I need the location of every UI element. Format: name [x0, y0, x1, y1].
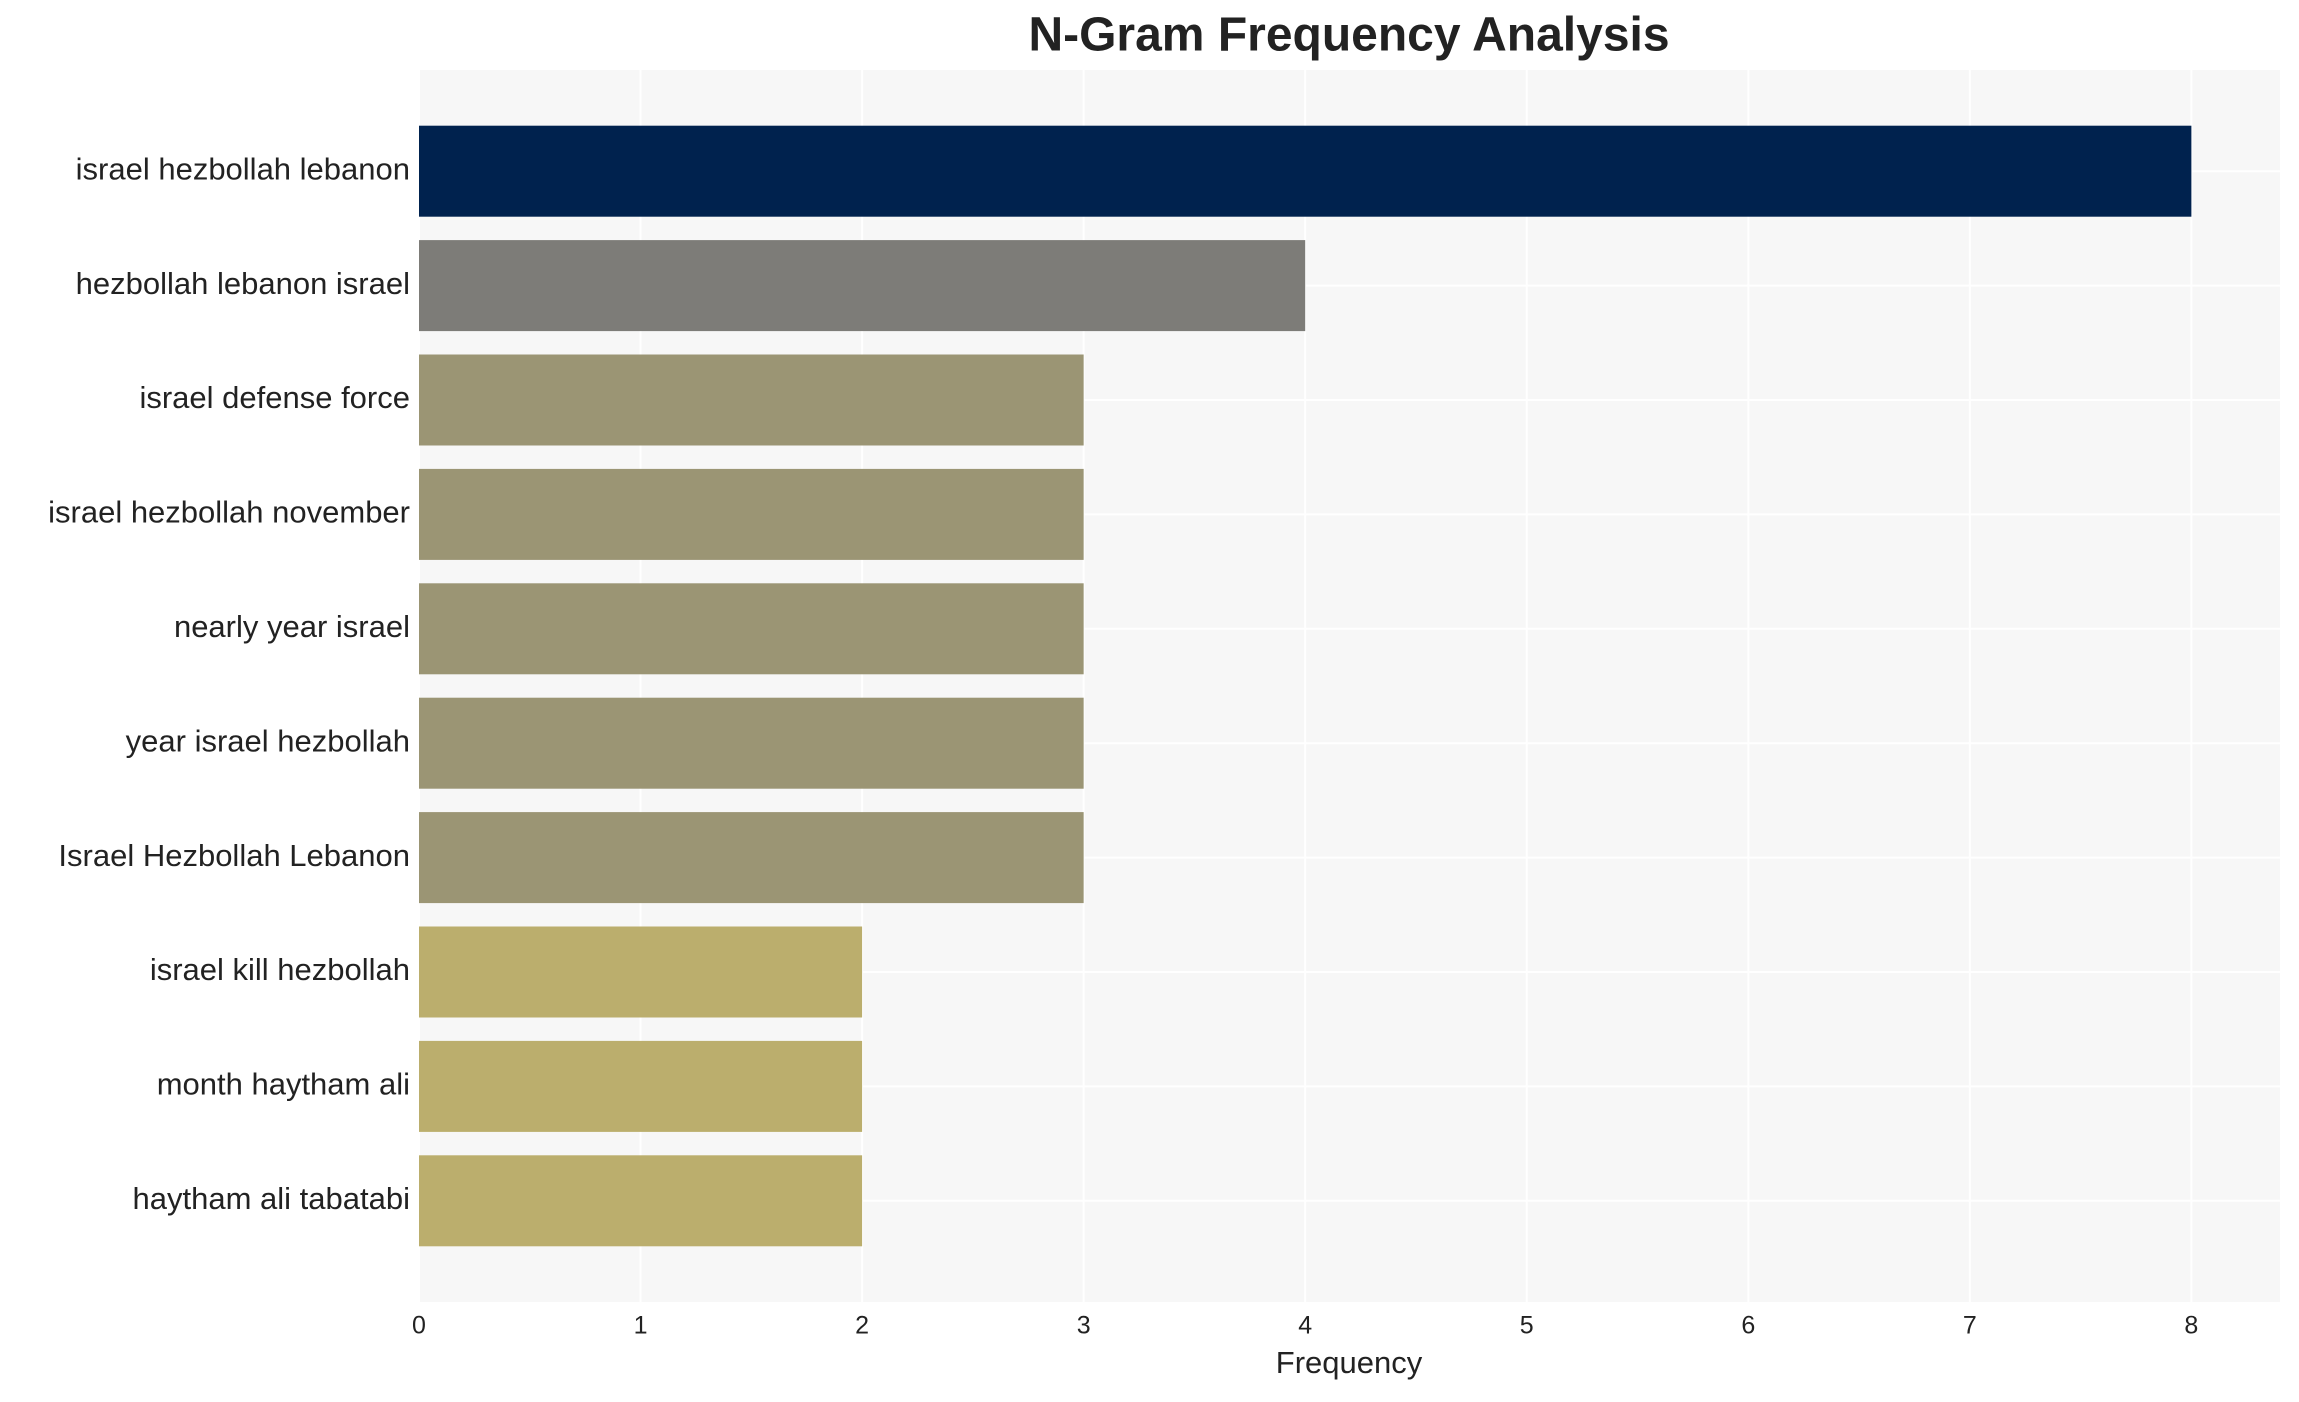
bar — [419, 468, 1084, 560]
bar — [419, 1040, 863, 1132]
bar — [419, 812, 1084, 904]
y-tick-label: israel kill hezbollah — [150, 952, 410, 987]
x-tick-label: 7 — [1963, 1312, 1977, 1340]
bar — [419, 125, 2192, 217]
bar — [419, 583, 1084, 675]
y-tick-label: israel hezbollah lebanon — [76, 151, 410, 186]
x-tick-label: 4 — [1298, 1312, 1312, 1340]
y-tick-label: month haytham ali — [157, 1067, 410, 1102]
y-tick-label: israel defense force — [139, 380, 410, 415]
bar — [419, 697, 1084, 789]
y-tick-label: year israel hezbollah — [126, 723, 410, 758]
x-axis-label: Frequency — [1276, 1345, 1423, 1380]
x-tick-label: 6 — [1741, 1312, 1755, 1340]
bar — [419, 240, 1306, 332]
x-tick-label: 8 — [2184, 1312, 2198, 1340]
bar — [419, 354, 1084, 446]
y-tick-label: hezbollah lebanon israel — [76, 266, 410, 301]
y-tick-label: haytham ali tabatabi — [133, 1181, 410, 1216]
x-tick-label: 0 — [412, 1312, 426, 1340]
y-tick-label: israel hezbollah november — [48, 495, 410, 530]
x-tick-label: 3 — [1077, 1312, 1091, 1340]
x-tick-label: 5 — [1520, 1312, 1534, 1340]
y-tick-label: Israel Hezbollah Lebanon — [58, 838, 410, 873]
bar — [419, 1155, 863, 1247]
x-tick-label: 2 — [855, 1312, 869, 1340]
x-tick-label: 1 — [634, 1312, 648, 1340]
y-tick-label: nearly year israel — [174, 609, 410, 644]
bar — [419, 926, 863, 1018]
chart-title: N-Gram Frequency Analysis — [1028, 9, 1669, 62]
